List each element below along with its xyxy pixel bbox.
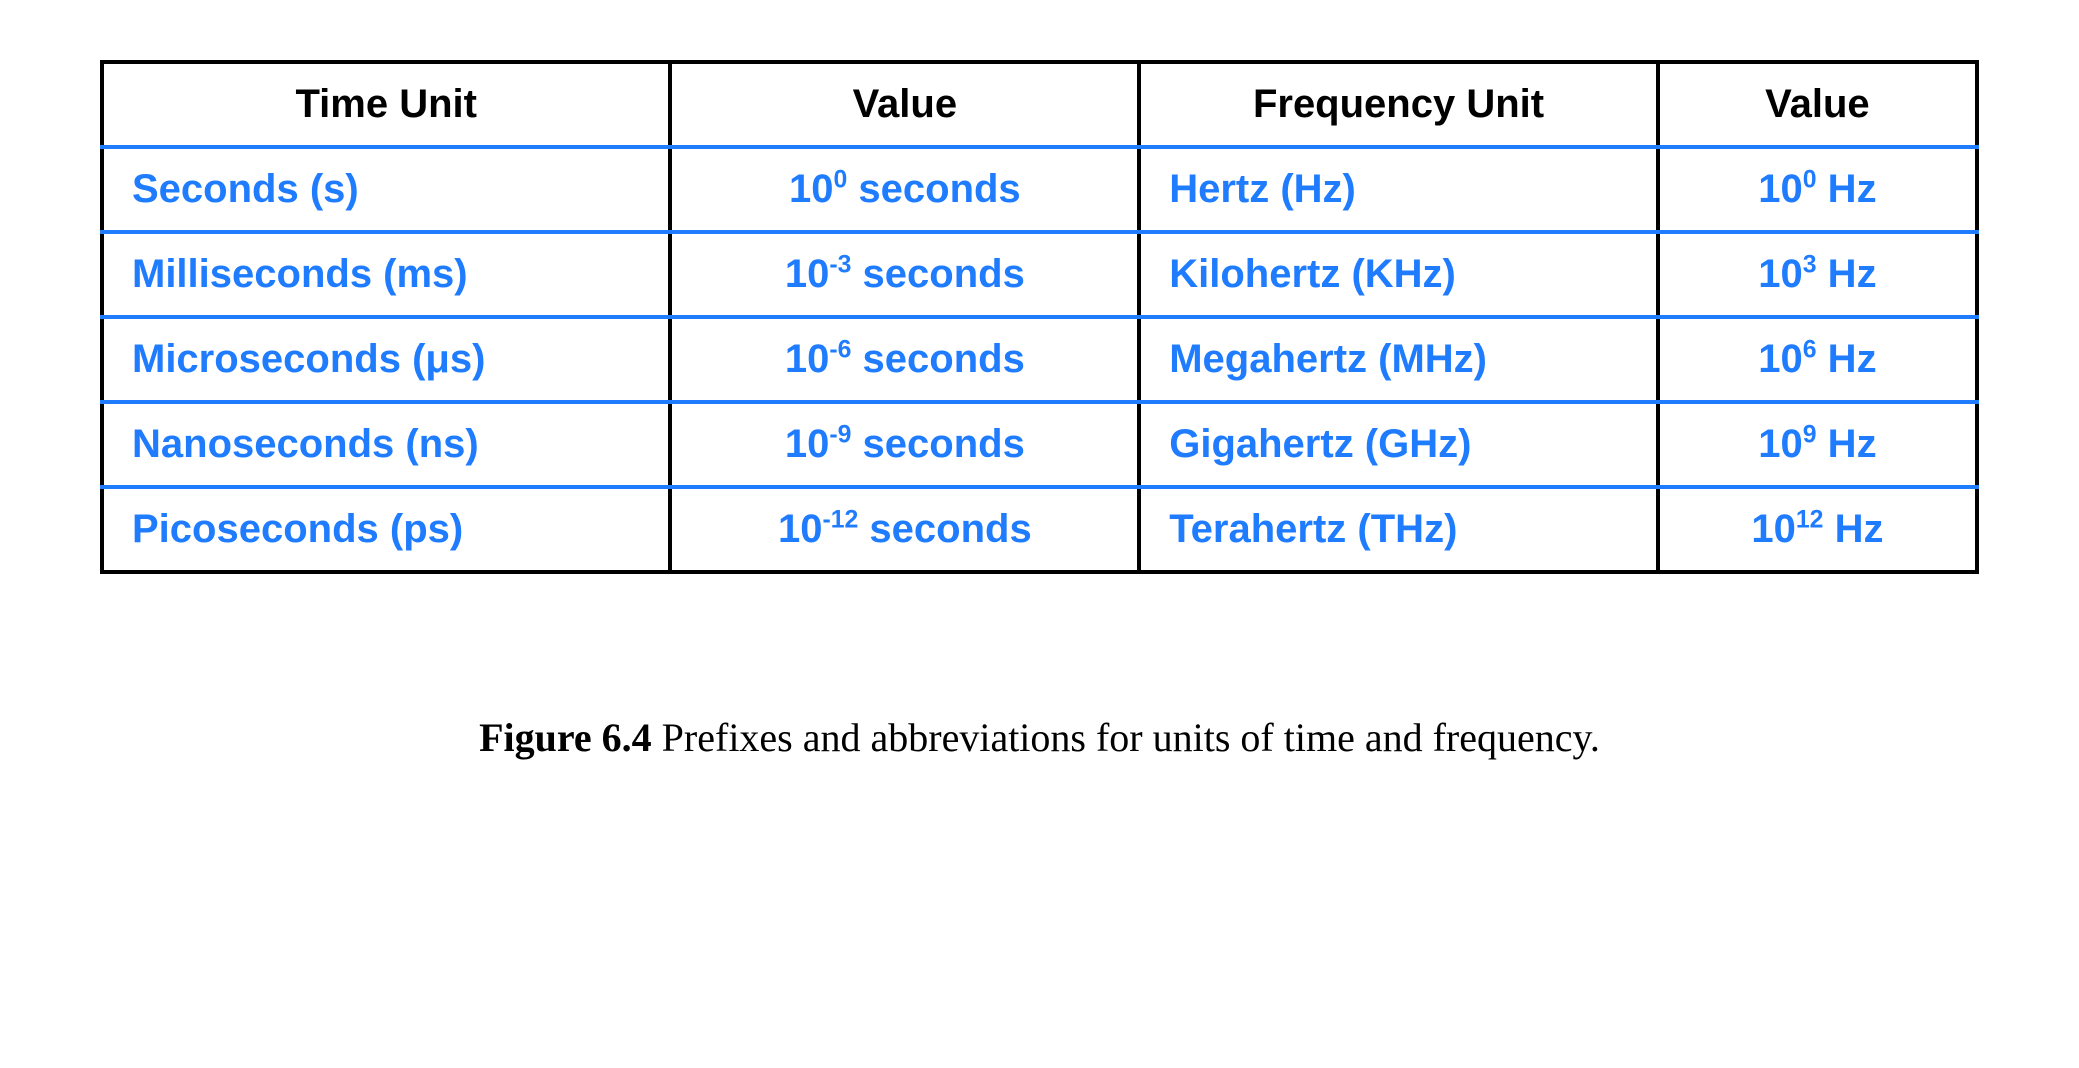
figure-caption: Figure 6.4 Prefixes and abbreviations fo… bbox=[100, 714, 1979, 761]
unit-suffix: Hz bbox=[1817, 167, 1877, 211]
cell-freq-unit: Megahertz (MHz) bbox=[1139, 317, 1658, 402]
table-row: Seconds (s) 100 seconds Hertz (Hz) 100 H… bbox=[102, 147, 1977, 232]
cell-freq-unit: Kilohertz (KHz) bbox=[1139, 232, 1658, 317]
base: 10 bbox=[1751, 507, 1796, 551]
unit-suffix: Hz bbox=[1823, 507, 1883, 551]
unit-suffix: seconds bbox=[851, 337, 1024, 381]
unit-suffix: seconds bbox=[858, 507, 1031, 551]
table-row: Milliseconds (ms) 10-3 seconds Kilohertz… bbox=[102, 232, 1977, 317]
figure-label: Figure 6.4 bbox=[479, 715, 652, 760]
base: 10 bbox=[1758, 422, 1803, 466]
unit-suffix: seconds bbox=[851, 422, 1024, 466]
exponent: -3 bbox=[829, 252, 851, 279]
exponent: 6 bbox=[1803, 337, 1817, 364]
cell-time-value: 10-12 seconds bbox=[670, 487, 1139, 572]
unit-suffix: seconds bbox=[851, 252, 1024, 296]
exponent: 0 bbox=[1803, 167, 1817, 194]
base: 10 bbox=[785, 422, 830, 466]
exponent: 0 bbox=[833, 167, 847, 194]
cell-time-value: 100 seconds bbox=[670, 147, 1139, 232]
exponent: -9 bbox=[829, 422, 851, 449]
unit-suffix: Hz bbox=[1817, 422, 1877, 466]
unit-suffix: Hz bbox=[1817, 252, 1877, 296]
base: 10 bbox=[778, 507, 823, 551]
cell-freq-value: 103 Hz bbox=[1658, 232, 1977, 317]
cell-time-value: 10-9 seconds bbox=[670, 402, 1139, 487]
figure-caption-text: Prefixes and abbreviations for units of … bbox=[652, 715, 1600, 760]
table-header-row: Time Unit Value Frequency Unit Value bbox=[102, 62, 1977, 147]
col-header-freq-value: Value bbox=[1658, 62, 1977, 147]
cell-freq-value: 100 Hz bbox=[1658, 147, 1977, 232]
units-table: Time Unit Value Frequency Unit Value Sec… bbox=[100, 60, 1979, 574]
exponent: -6 bbox=[829, 337, 851, 364]
unit-suffix: Hz bbox=[1817, 337, 1877, 381]
unit-suffix: seconds bbox=[847, 167, 1020, 211]
table-row: Picoseconds (ps) 10-12 seconds Terahertz… bbox=[102, 487, 1977, 572]
cell-freq-value: 109 Hz bbox=[1658, 402, 1977, 487]
base: 10 bbox=[1758, 337, 1803, 381]
cell-time-unit: Nanoseconds (ns) bbox=[102, 402, 670, 487]
base: 10 bbox=[1758, 252, 1803, 296]
col-header-freq-unit: Frequency Unit bbox=[1139, 62, 1658, 147]
cell-freq-value: 106 Hz bbox=[1658, 317, 1977, 402]
cell-freq-unit: Hertz (Hz) bbox=[1139, 147, 1658, 232]
base: 10 bbox=[1758, 167, 1803, 211]
cell-time-value: 10-3 seconds bbox=[670, 232, 1139, 317]
exponent: 3 bbox=[1803, 252, 1817, 279]
col-header-time-value: Value bbox=[670, 62, 1139, 147]
cell-freq-unit: Terahertz (THz) bbox=[1139, 487, 1658, 572]
cell-time-unit: Microseconds (μs) bbox=[102, 317, 670, 402]
exponent: 12 bbox=[1796, 507, 1824, 534]
cell-time-unit: Seconds (s) bbox=[102, 147, 670, 232]
exponent: 9 bbox=[1803, 422, 1817, 449]
col-header-time-unit: Time Unit bbox=[102, 62, 670, 147]
cell-time-value: 10-6 seconds bbox=[670, 317, 1139, 402]
table-row: Microseconds (μs) 10-6 seconds Megahertz… bbox=[102, 317, 1977, 402]
base: 10 bbox=[785, 337, 830, 381]
base: 10 bbox=[789, 167, 834, 211]
cell-freq-value: 1012 Hz bbox=[1658, 487, 1977, 572]
exponent: -12 bbox=[822, 507, 858, 534]
cell-time-unit: Milliseconds (ms) bbox=[102, 232, 670, 317]
cell-time-unit: Picoseconds (ps) bbox=[102, 487, 670, 572]
cell-freq-unit: Gigahertz (GHz) bbox=[1139, 402, 1658, 487]
base: 10 bbox=[785, 252, 830, 296]
table-row: Nanoseconds (ns) 10-9 seconds Gigahertz … bbox=[102, 402, 1977, 487]
